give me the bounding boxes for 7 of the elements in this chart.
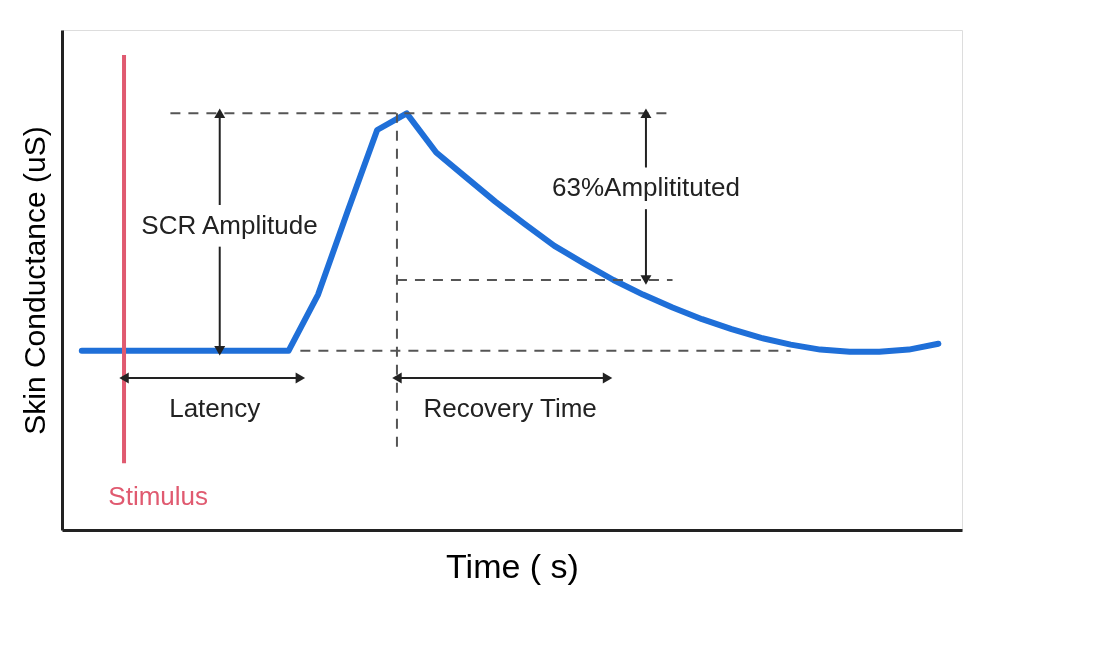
y-axis-title: Skin Conductance (uS) xyxy=(17,126,51,435)
annotation: Latency xyxy=(169,393,261,424)
annotation: SCR Amplitude xyxy=(141,209,318,240)
x-axis-title: Time ( s) xyxy=(446,546,579,585)
annotation: Stimulus xyxy=(108,480,209,511)
annotation: 63%Amplitituted xyxy=(552,172,740,203)
annotation: Recovery Time xyxy=(423,393,597,424)
